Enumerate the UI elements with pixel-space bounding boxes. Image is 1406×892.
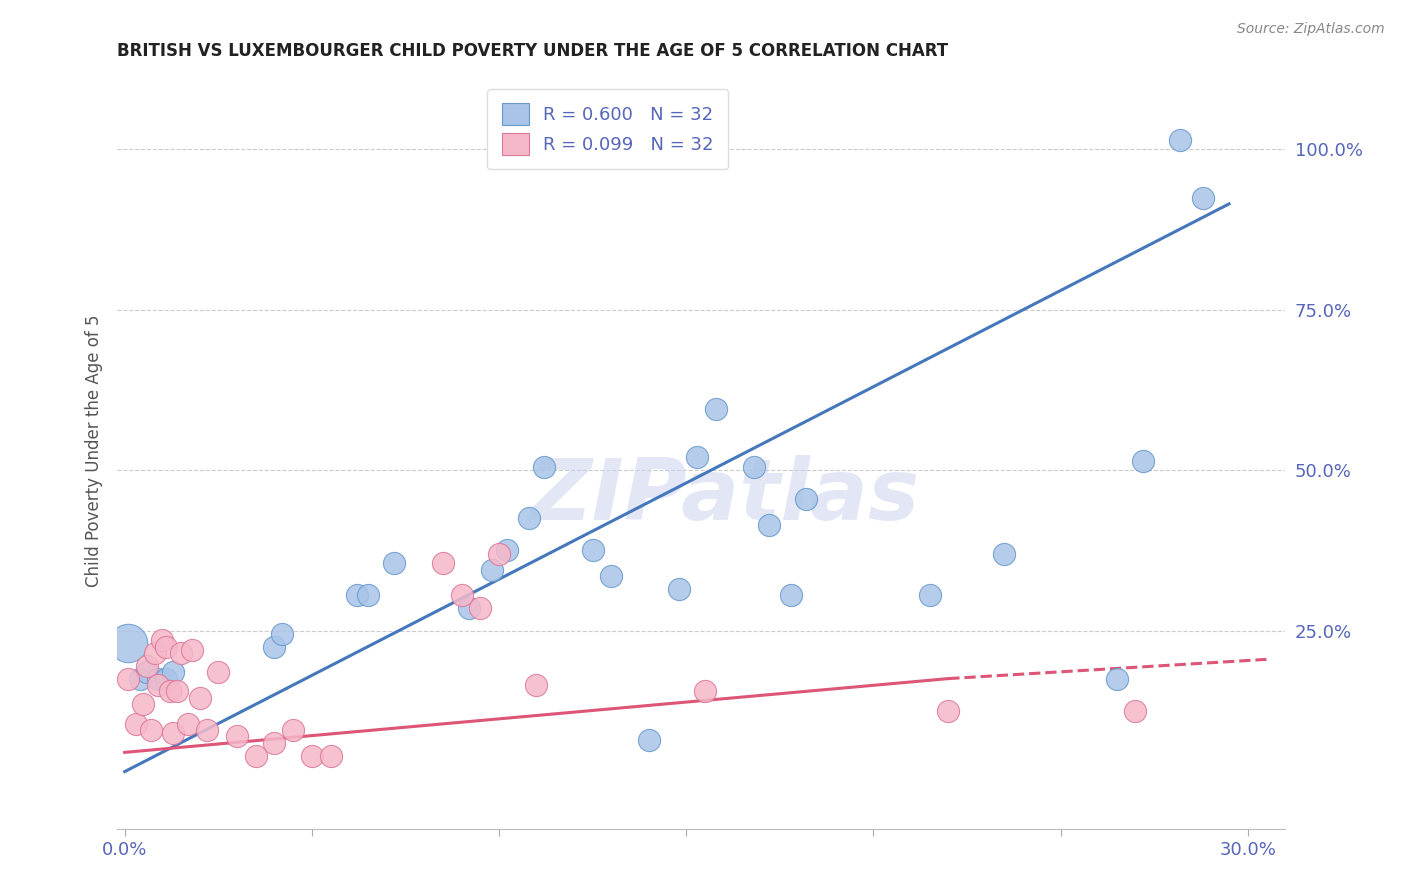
Point	[458, 601, 481, 615]
Point	[188, 690, 211, 705]
Point	[936, 704, 959, 718]
Point	[693, 684, 716, 698]
Point	[155, 640, 177, 654]
Point	[357, 588, 380, 602]
Point	[263, 736, 285, 750]
Point	[704, 402, 727, 417]
Point	[245, 748, 267, 763]
Point	[181, 642, 204, 657]
Point	[432, 556, 454, 570]
Point	[488, 547, 510, 561]
Point	[148, 678, 170, 692]
Point	[136, 665, 159, 680]
Point	[270, 626, 292, 640]
Point	[281, 723, 304, 737]
Point	[637, 732, 659, 747]
Point	[207, 665, 229, 680]
Point	[195, 723, 218, 737]
Legend: R = 0.600   N = 32, R = 0.099   N = 32: R = 0.600 N = 32, R = 0.099 N = 32	[488, 89, 728, 169]
Point	[450, 588, 472, 602]
Point	[517, 511, 540, 525]
Point	[470, 601, 492, 615]
Point	[533, 459, 555, 474]
Y-axis label: Child Poverty Under the Age of 5: Child Poverty Under the Age of 5	[86, 315, 103, 587]
Point	[148, 672, 170, 686]
Point	[125, 716, 148, 731]
Point	[128, 672, 150, 686]
Point	[226, 729, 249, 743]
Point	[600, 569, 623, 583]
Point	[117, 672, 139, 686]
Point	[481, 563, 503, 577]
Text: BRITISH VS LUXEMBOURGER CHILD POVERTY UNDER THE AGE OF 5 CORRELATION CHART: BRITISH VS LUXEMBOURGER CHILD POVERTY UN…	[117, 42, 948, 60]
Point	[166, 684, 188, 698]
Point	[495, 543, 517, 558]
Point	[159, 684, 181, 698]
Point	[918, 588, 941, 602]
Point	[136, 658, 159, 673]
Point	[162, 665, 184, 680]
Point	[780, 588, 803, 602]
Point	[993, 547, 1015, 561]
Point	[143, 646, 166, 660]
Point	[686, 450, 709, 465]
Point	[668, 582, 690, 596]
Point	[794, 491, 817, 506]
Point	[526, 678, 548, 692]
Text: Source: ZipAtlas.com: Source: ZipAtlas.com	[1237, 22, 1385, 37]
Point	[263, 640, 285, 654]
Point	[758, 517, 780, 532]
Point	[346, 588, 368, 602]
Point	[132, 698, 155, 712]
Point	[301, 748, 323, 763]
Text: ZIPatlas: ZIPatlas	[530, 455, 920, 538]
Point	[150, 633, 173, 648]
Point	[1191, 190, 1213, 204]
Point	[581, 543, 603, 558]
Point	[1170, 133, 1192, 147]
Point	[177, 716, 200, 731]
Point	[1132, 453, 1154, 467]
Point	[155, 672, 177, 686]
Point	[742, 459, 765, 474]
Point	[1105, 672, 1128, 686]
Point	[162, 726, 184, 740]
Point	[117, 636, 139, 650]
Point	[170, 646, 193, 660]
Point	[319, 748, 342, 763]
Point	[1125, 704, 1147, 718]
Point	[139, 723, 162, 737]
Point	[382, 556, 405, 570]
